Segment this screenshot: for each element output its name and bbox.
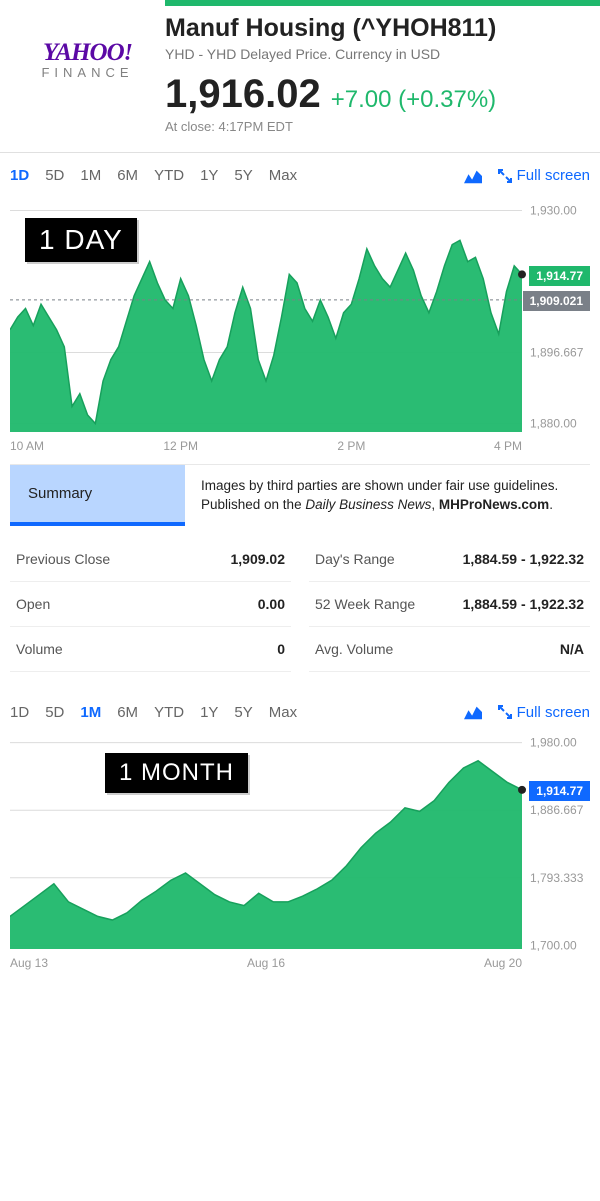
disclaimer-part-3: . [549, 497, 553, 512]
chart-1-badge: 1 DAY [25, 218, 137, 262]
range-6m[interactable]: 6M [117, 167, 138, 184]
svg-text:2 PM: 2 PM [337, 439, 365, 453]
chart-2-container: 1 MONTH 1,980.00 1,886.667 1,793.333 1,700.… [0, 731, 600, 981]
summary-tab-wrap: Summary [10, 465, 185, 526]
fullscreen-label-2: Full screen [517, 704, 590, 721]
range2-ytd[interactable]: YTD [154, 704, 184, 721]
range-1y[interactable]: 1Y [200, 167, 218, 184]
svg-text:12 PM: 12 PM [163, 439, 198, 453]
yahoo-logo-text: YAHOO [43, 39, 124, 66]
prev-close-flag: 1,909.021 [523, 291, 590, 311]
svg-text:1,980.00: 1,980.00 [530, 735, 577, 749]
svg-text:1,886.667: 1,886.667 [530, 803, 584, 817]
range-1m[interactable]: 1M [80, 167, 101, 184]
summary-tab[interactable]: Summary [10, 465, 185, 526]
stat-days-range: Day's Range1,884.59 - 1,922.32 [309, 537, 590, 582]
disclaimer-part-2: , [431, 497, 439, 512]
stat-prev-close: Previous Close1,909.02 [10, 537, 291, 582]
summary-section: Summary Images by third parties are show… [0, 464, 600, 672]
current-value-flag-2: 1,914.77 [529, 781, 590, 801]
close-note: At close: 4:17PM EDT [165, 119, 590, 134]
range2-1m[interactable]: 1M [80, 704, 101, 721]
yahoo-finance-subtext: FINANCE [41, 65, 133, 80]
current-value-flag: 1,914.77 [529, 266, 590, 286]
svg-text:1,880.00: 1,880.00 [530, 416, 577, 430]
range-5d[interactable]: 5D [45, 167, 64, 184]
stats-col-left: Previous Close1,909.02 Open0.00 Volume0 [10, 537, 291, 672]
disclaimer-text: Images by third parties are shown under … [185, 465, 590, 527]
range-bar-1: 1D 5D 1M 6M YTD 1Y 5Y Max Full screen [0, 153, 600, 194]
svg-text:1,700.00: 1,700.00 [530, 938, 577, 952]
stat-volume: Volume0 [10, 627, 291, 672]
svg-text:4 PM: 4 PM [494, 439, 522, 453]
quote-header: YAHOO! FINANCE Manuf Housing (^YHOH811) … [0, 14, 600, 144]
price-change: +7.00 (+0.37%) [331, 86, 496, 114]
top-accent-bar [165, 0, 600, 6]
chart-1-container: 1 DAY 1,930.00 1,896.667 1,880.00 10 AM 12 P… [0, 194, 600, 464]
stat-open: Open0.00 [10, 582, 291, 627]
disclaimer-em: Daily Business News [305, 497, 431, 512]
stat-52w-range: 52 Week Range1,884.59 - 1,922.32 [309, 582, 590, 627]
ticker-subtitle: YHD - YHD Delayed Price. Currency in USD [165, 46, 590, 62]
range-bar-2: 1D 5D 1M 6M YTD 1Y 5Y Max Full screen [0, 690, 600, 731]
chart-type-icon-2[interactable] [464, 704, 482, 720]
yahoo-logo-excl: ! [124, 40, 132, 66]
yahoo-logo: YAHOO! [43, 39, 132, 67]
quote-details: Manuf Housing (^YHOH811) YHD - YHD Delay… [165, 14, 590, 134]
chart-type-icon[interactable] [464, 168, 482, 184]
svg-text:1,930.00: 1,930.00 [530, 204, 577, 218]
logo-block: YAHOO! FINANCE [10, 14, 165, 80]
stat-avg-volume: Avg. VolumeN/A [309, 627, 590, 672]
range2-5y[interactable]: 5Y [234, 704, 252, 721]
stats-table: Previous Close1,909.02 Open0.00 Volume0 … [10, 537, 590, 672]
fullscreen-link-2[interactable]: Full screen [498, 704, 590, 721]
expand-icon-2 [498, 705, 512, 719]
range-max[interactable]: Max [269, 167, 297, 184]
price-row: 1,916.02 +7.00 (+0.37%) [165, 72, 590, 117]
range2-1d[interactable]: 1D [10, 704, 29, 721]
stats-col-right: Day's Range1,884.59 - 1,922.32 52 Week R… [309, 537, 590, 672]
summary-header-row: Summary Images by third parties are show… [10, 464, 590, 527]
svg-text:10 AM: 10 AM [10, 439, 44, 453]
svg-text:1,793.333: 1,793.333 [530, 871, 584, 885]
ticker-name: Manuf Housing (^YHOH811) [165, 14, 590, 43]
range2-6m[interactable]: 6M [117, 704, 138, 721]
fullscreen-label: Full screen [517, 167, 590, 184]
svg-text:1,896.667: 1,896.667 [530, 345, 584, 359]
svg-text:Aug 13: Aug 13 [10, 956, 48, 970]
price-value: 1,916.02 [165, 72, 321, 117]
disclaimer-bold: MHProNews.com [439, 497, 549, 512]
fullscreen-link[interactable]: Full screen [498, 167, 590, 184]
svg-text:Aug 20: Aug 20 [484, 956, 522, 970]
range-5y[interactable]: 5Y [234, 167, 252, 184]
chart-2[interactable]: 1,980.00 1,886.667 1,793.333 1,700.00 Aug 13… [10, 731, 590, 971]
range-1d[interactable]: 1D [10, 167, 29, 184]
range2-1y[interactable]: 1Y [200, 704, 218, 721]
range-ytd[interactable]: YTD [154, 167, 184, 184]
expand-icon [498, 169, 512, 183]
range2-max[interactable]: Max [269, 704, 297, 721]
svg-text:Aug 16: Aug 16 [247, 956, 285, 970]
range2-5d[interactable]: 5D [45, 704, 64, 721]
chart-2-badge: 1 MONTH [105, 753, 248, 793]
